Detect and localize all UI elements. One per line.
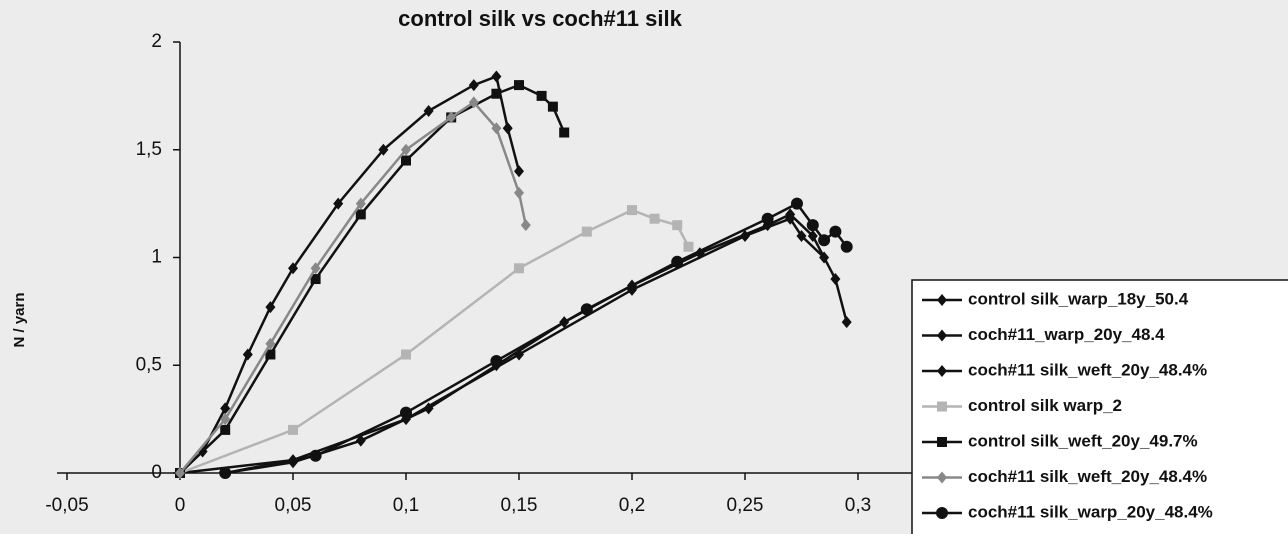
marker bbox=[841, 316, 852, 329]
marker bbox=[937, 329, 947, 342]
marker bbox=[672, 220, 683, 231]
marker bbox=[265, 349, 276, 360]
y-axis-label: N / yarn bbox=[11, 292, 28, 347]
legend-label: coch#11 silk_warp_20y_48.4% bbox=[968, 502, 1213, 521]
marker bbox=[400, 406, 412, 419]
x-tick-label: 0,1 bbox=[393, 495, 419, 516]
marker bbox=[514, 165, 524, 178]
marker bbox=[310, 274, 321, 285]
legend-label: coch#11 silk_weft_20y_48.4% bbox=[968, 360, 1207, 379]
marker bbox=[514, 263, 524, 274]
marker bbox=[288, 262, 298, 275]
marker bbox=[818, 234, 831, 247]
marker bbox=[683, 241, 694, 252]
marker bbox=[490, 354, 503, 367]
marker bbox=[242, 348, 253, 361]
marker bbox=[819, 251, 830, 264]
x-tick-label: 0,2 bbox=[619, 495, 645, 516]
marker bbox=[937, 294, 947, 306]
y-tick-label: 0,5 bbox=[136, 354, 162, 375]
marker bbox=[220, 424, 231, 435]
marker bbox=[806, 219, 819, 232]
x-tick-label: 0,25 bbox=[727, 495, 764, 516]
marker bbox=[502, 122, 513, 135]
marker bbox=[378, 143, 389, 156]
marker bbox=[807, 229, 818, 242]
marker bbox=[536, 90, 547, 101]
marker bbox=[175, 467, 185, 479]
legend-label: control silk_warp_18y_50.4 bbox=[968, 289, 1189, 308]
marker bbox=[491, 88, 502, 99]
marker bbox=[468, 79, 479, 92]
legend-label: control silk_weft_20y_49.7% bbox=[968, 431, 1198, 450]
marker bbox=[401, 143, 411, 156]
legend-label: coch#11_warp_20y_48.4 bbox=[968, 325, 1165, 344]
marker bbox=[796, 229, 807, 242]
marker bbox=[559, 127, 570, 138]
marker bbox=[491, 122, 502, 135]
marker bbox=[936, 507, 948, 519]
marker bbox=[514, 186, 524, 199]
marker bbox=[829, 225, 842, 238]
marker bbox=[333, 197, 344, 210]
y-tick-label: 1 bbox=[151, 247, 162, 268]
marker bbox=[627, 205, 637, 216]
marker bbox=[355, 197, 366, 210]
legend-label: coch#11 silk_weft_20y_48.4% bbox=[968, 467, 1207, 486]
marker bbox=[514, 348, 524, 361]
marker bbox=[401, 155, 411, 166]
marker bbox=[514, 80, 524, 91]
marker bbox=[355, 209, 366, 220]
y-tick-label: 1,5 bbox=[136, 139, 162, 160]
marker bbox=[790, 197, 803, 210]
legend-box bbox=[911, 279, 1288, 534]
legend-label: control silk warp_2 bbox=[968, 396, 1122, 415]
marker bbox=[423, 104, 434, 117]
marker bbox=[265, 337, 276, 350]
marker bbox=[547, 101, 558, 112]
marker bbox=[785, 212, 796, 225]
x-tick-label: 0,15 bbox=[501, 495, 538, 516]
marker bbox=[740, 229, 750, 242]
chart-title: control silk vs coch#11 silk bbox=[398, 6, 682, 31]
marker bbox=[830, 273, 841, 286]
marker bbox=[309, 449, 322, 462]
marker bbox=[401, 349, 411, 360]
marker bbox=[491, 70, 502, 83]
marker bbox=[220, 402, 231, 415]
marker bbox=[671, 255, 684, 268]
x-tick-label: 0,3 bbox=[845, 495, 871, 516]
marker bbox=[310, 262, 321, 275]
marker bbox=[219, 467, 232, 479]
marker bbox=[937, 365, 947, 377]
marker bbox=[840, 240, 853, 253]
marker bbox=[937, 401, 947, 412]
marker bbox=[937, 471, 947, 484]
x-tick-label: -0,05 bbox=[45, 495, 88, 516]
marker bbox=[580, 303, 593, 316]
marker bbox=[446, 111, 457, 124]
marker bbox=[761, 212, 774, 225]
marker bbox=[520, 219, 531, 232]
marker bbox=[649, 213, 660, 224]
marker bbox=[937, 437, 947, 447]
marker bbox=[220, 413, 231, 426]
legend: control silk_warp_18y_50.4 coch#11_warp_2… bbox=[911, 279, 1288, 534]
marker bbox=[288, 424, 298, 435]
y-tick-label: 0 bbox=[151, 462, 162, 483]
marker bbox=[581, 226, 592, 237]
x-tick-label: 0,05 bbox=[275, 495, 312, 516]
marker bbox=[265, 301, 276, 314]
x-tick-label: 0 bbox=[175, 495, 186, 516]
y-tick-label: 2 bbox=[151, 31, 162, 52]
marker bbox=[468, 96, 479, 109]
